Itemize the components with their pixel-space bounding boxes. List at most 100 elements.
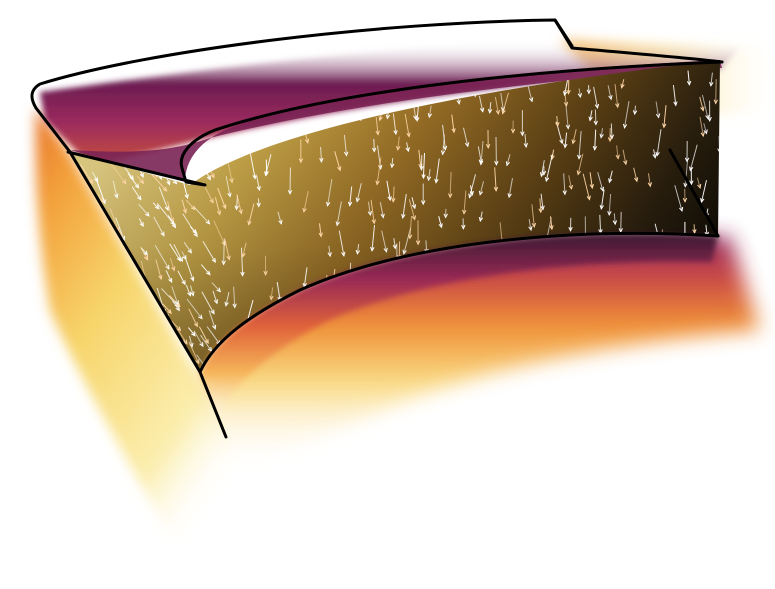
vector-arrow-head	[652, 153, 657, 159]
vector-arrow-head	[304, 138, 310, 144]
vector-arrow-head	[711, 365, 717, 371]
vector-arrow-head	[174, 300, 179, 306]
vector-arrow	[603, 366, 607, 372]
vector-arrow-head	[427, 113, 433, 119]
vector-arrow	[349, 186, 353, 206]
vector-arrow	[368, 201, 371, 215]
vector-arrow-head	[213, 299, 218, 305]
vector-arrow-head	[168, 278, 173, 284]
vector-arrow	[674, 185, 683, 212]
vector-arrow-head	[182, 208, 187, 214]
vector-arrow-head	[681, 350, 687, 356]
vector-arrow-head	[634, 353, 639, 359]
vector-arrow	[138, 218, 144, 227]
vector-arrow-head	[216, 287, 222, 293]
vector-arrow	[605, 365, 609, 372]
vector-arrow	[572, 129, 577, 144]
vector-arrow	[469, 174, 476, 198]
vector-arrow	[643, 354, 649, 370]
vector-arrow-head	[391, 197, 396, 203]
vector-arrow-head	[593, 120, 598, 126]
vector-arrow	[155, 259, 162, 280]
vector-arrow	[108, 161, 127, 184]
vector-arrow-head	[622, 123, 628, 129]
vector-arrow-head	[139, 179, 145, 185]
vector-arrow	[672, 84, 677, 106]
vector-arrow	[392, 113, 397, 135]
vector-arrow	[200, 334, 212, 352]
vector-arrow	[616, 145, 619, 159]
vector-arrow-head	[604, 369, 609, 372]
vector-arrow	[202, 241, 216, 263]
vector-arrow-head	[557, 359, 562, 366]
vector-arrow	[241, 247, 244, 276]
vector-arrow-head	[326, 201, 331, 207]
vector-arrow-head	[700, 106, 705, 112]
vector-arrow	[154, 245, 170, 270]
vector-arrow	[127, 173, 139, 188]
vector-arrow	[112, 180, 118, 198]
vector-arrow-head	[689, 166, 694, 172]
vector-arrow	[229, 143, 233, 160]
vector-arrow-head	[703, 129, 708, 135]
vector-arrow-head	[375, 130, 380, 136]
vector-arrow-head	[184, 193, 189, 200]
vector-arrow-head	[415, 116, 420, 122]
vector-arrow	[480, 141, 484, 165]
vector-arrow-head	[211, 257, 216, 264]
vector-arrow-head	[190, 205, 196, 211]
outline	[30, 18, 724, 439]
vector-arrow-head	[390, 163, 395, 169]
vector-arrow-head	[419, 165, 424, 171]
slab-lower-lip	[200, 233, 718, 420]
vector-arrow	[442, 124, 446, 150]
vector-arrow-head	[380, 213, 385, 219]
vector-arrow-head	[608, 95, 613, 101]
vector-arrow	[173, 244, 183, 262]
vector-arrow-head	[520, 131, 525, 137]
vector-arrow	[524, 133, 527, 148]
vector-arrow	[189, 335, 193, 347]
vector-arrow-head	[206, 270, 211, 276]
vector-arrow	[267, 131, 270, 140]
vector-arrow-head	[193, 322, 198, 328]
vector-arrow	[208, 310, 216, 329]
vector-arrow-head	[566, 89, 571, 95]
vector-arrow-head	[577, 358, 582, 364]
vector-arrow-head	[599, 133, 604, 139]
vector-arrow	[201, 291, 215, 314]
vector-arrow	[320, 146, 322, 162]
vector-arrow-head	[204, 339, 209, 345]
vector-arrow-head	[426, 176, 432, 182]
vector-arrow-head	[298, 118, 303, 124]
vector-arrow-head	[145, 211, 150, 217]
vector-arrow	[162, 303, 172, 314]
vector-arrow-head	[523, 143, 528, 149]
vector-arrow-head	[367, 210, 373, 217]
vector-arrow	[710, 72, 713, 86]
vector-arrow-head	[396, 145, 401, 151]
vector-arrow-head	[337, 166, 342, 172]
vector-arrow	[599, 214, 602, 234]
vector-arrow	[479, 211, 483, 222]
vector-arrow-head	[478, 216, 484, 223]
vector-arrow-head	[411, 215, 416, 221]
vector-arrow-head	[375, 180, 380, 186]
vector-arrow-head	[176, 256, 181, 262]
vector-arrow	[185, 284, 191, 296]
outline-right-edge	[668, 148, 720, 238]
vector-arrow	[600, 128, 603, 138]
outline-step-arc	[179, 60, 724, 170]
vector-arrow	[578, 131, 582, 159]
vector-arrow	[411, 197, 416, 209]
vector-arrow	[593, 86, 598, 108]
vector-arrow-head	[402, 249, 407, 255]
vector-arrow-head	[234, 205, 239, 211]
vector-arrow	[371, 224, 375, 251]
vector-arrow-head	[227, 192, 232, 198]
vector-arrow-head	[191, 331, 196, 337]
vector-arrow	[687, 70, 690, 85]
vector-arrow	[550, 216, 553, 230]
vector-arrow-head	[165, 264, 170, 270]
